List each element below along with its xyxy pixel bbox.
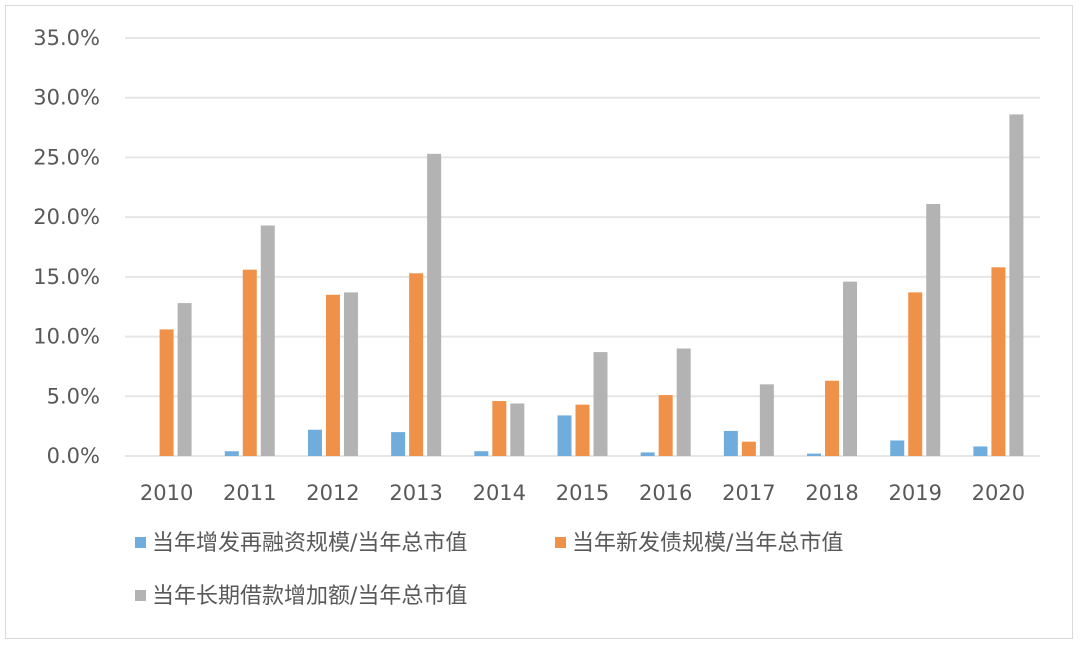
x-tick-label: 2015 [556, 481, 609, 505]
bar-2016-series-2 [658, 395, 673, 456]
legend-label: 当年增发再融资规模/当年总市值 [152, 531, 467, 556]
bar-2012-series-2 [325, 294, 340, 456]
chart-frame [5, 5, 1073, 639]
legend-label: 当年长期借款增加额/当年总市值 [152, 584, 467, 609]
bar-2017-series-1 [723, 430, 738, 456]
bar-2018-series-2 [825, 380, 840, 456]
bar-2011-series-2 [242, 269, 257, 456]
bar-2020-series-1 [973, 446, 988, 456]
x-tick-label: 2019 [889, 481, 942, 505]
bar-2020-series-3 [1009, 114, 1024, 456]
bar-2018-series-3 [843, 281, 858, 456]
bar-2016-series-1 [640, 452, 655, 456]
bar-2010-series-3 [177, 303, 192, 456]
x-tick-label: 2012 [306, 481, 359, 505]
bar-2018-series-1 [807, 453, 822, 456]
bar-2019-series-3 [926, 204, 941, 456]
bar-2011-series-3 [260, 225, 275, 456]
legend-swatch [135, 590, 146, 601]
y-tick-label: 10.0% [33, 325, 100, 349]
bar-2019-series-1 [890, 440, 905, 456]
y-tick-label: 30.0% [33, 86, 100, 110]
bar-2014-series-3 [510, 403, 525, 456]
bar-2015-series-3 [593, 352, 608, 456]
x-tick-label: 2020 [972, 481, 1025, 505]
legend-swatch [135, 537, 146, 548]
x-tick-label: 2010 [140, 481, 193, 505]
y-tick-label: 15.0% [33, 265, 100, 289]
x-tick-label: 2014 [473, 481, 526, 505]
y-tick-label: 0.0% [47, 444, 100, 468]
bar-2013-series-1 [391, 432, 406, 456]
bar-2015-series-2 [575, 404, 590, 456]
x-tick-label: 2018 [805, 481, 858, 505]
bar-2014-series-1 [474, 451, 489, 456]
bar-2016-series-3 [676, 348, 691, 456]
bar-2013-series-2 [409, 273, 424, 456]
legend-swatch [555, 537, 566, 548]
bar-2012-series-3 [343, 292, 358, 456]
y-tick-label: 25.0% [33, 145, 100, 169]
bar-2011-series-1 [224, 451, 239, 456]
y-tick-label: 5.0% [47, 384, 100, 408]
x-tick-label: 2011 [223, 481, 276, 505]
x-tick-label: 2017 [722, 481, 775, 505]
x-tick-label: 2016 [639, 481, 692, 505]
y-tick-label: 35.0% [33, 26, 100, 50]
bar-2017-series-2 [741, 441, 756, 456]
bar-2010-series-2 [159, 329, 174, 456]
legend-label: 当年新发债规模/当年总市值 [572, 531, 843, 556]
bar-2013-series-3 [427, 153, 442, 457]
bar-2017-series-3 [759, 384, 774, 456]
bar-2015-series-1 [557, 415, 572, 456]
bar-2012-series-1 [307, 429, 322, 456]
y-tick-label: 20.0% [33, 205, 100, 229]
bar-2020-series-2 [991, 267, 1006, 456]
bar-2019-series-2 [908, 292, 923, 456]
x-tick-label: 2013 [389, 481, 442, 505]
bar-2014-series-2 [492, 401, 507, 456]
